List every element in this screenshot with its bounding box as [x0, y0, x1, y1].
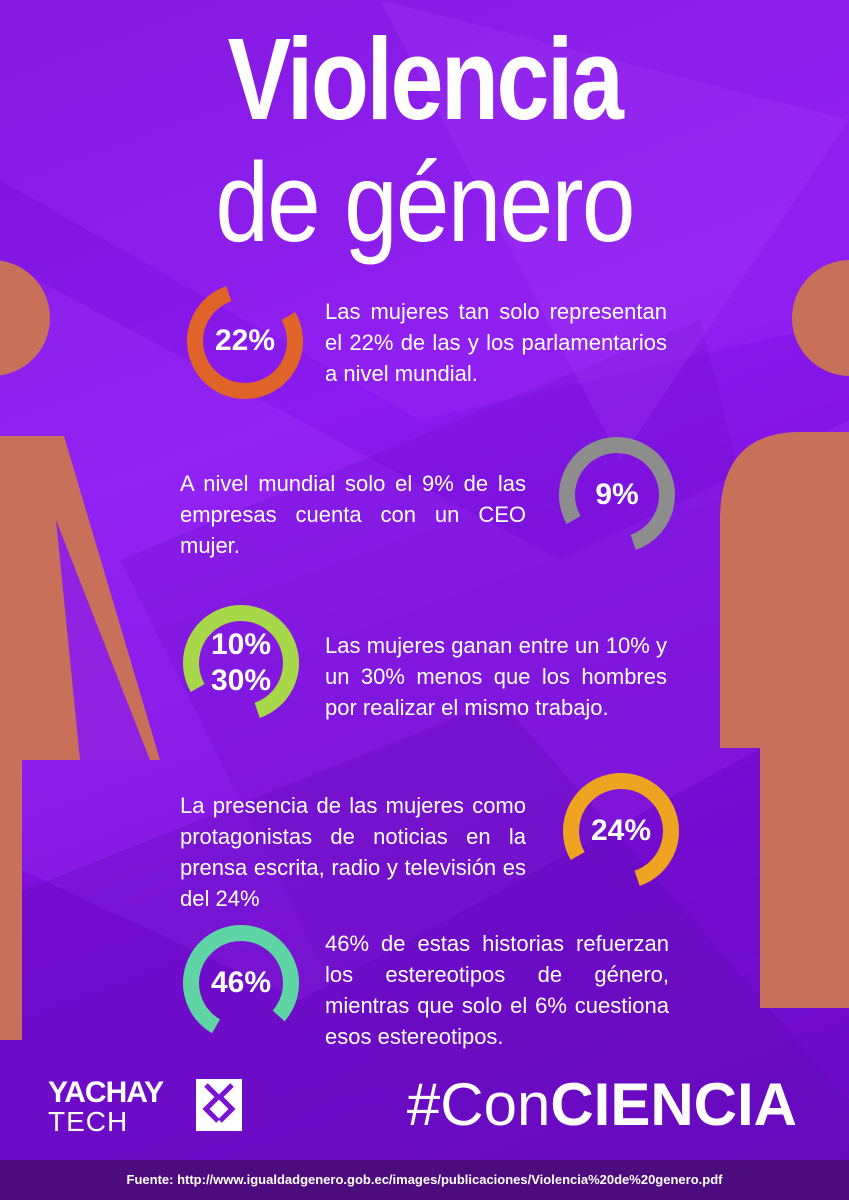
stat-46-text: 46% de estas historias refuerzan los est… — [325, 931, 669, 1049]
footer-band — [0, 1160, 849, 1200]
title-line-2: de género — [215, 140, 635, 265]
stat-46-value: 46% — [210, 966, 272, 999]
ring-chart-icon — [563, 773, 679, 889]
stat-10-30-value: 10% 30% — [176, 598, 306, 728]
stat-22-text: Las mujeres tan solo representan el 22% … — [325, 299, 667, 386]
ring-chart-icon — [183, 925, 300, 1041]
title-line-1: Violencia — [227, 14, 624, 144]
stat-9-value: 9% — [595, 478, 639, 511]
ring-chart-icon — [559, 437, 675, 553]
stat-24-text: La presencia de las mujeres como protago… — [180, 793, 526, 911]
stat-24-ring: 24% — [556, 766, 686, 896]
stat-46-ring: 46% — [176, 918, 306, 1048]
stat-9-text: A nivel mundial solo el 9% de las empres… — [180, 471, 526, 558]
ring-chart-icon — [183, 605, 300, 721]
hashtag-conciencia: #ConCIENCIA — [407, 1070, 797, 1139]
male-figure-icon — [720, 260, 849, 1008]
stat-22-ring: 22% — [180, 276, 310, 406]
hashtag-bold: CIENCIA — [550, 1071, 797, 1138]
logo-tech: TECH — [48, 1106, 129, 1137]
source-link[interactable]: Fuente: http://www.igualdadgenero.gob.ec… — [126, 1172, 723, 1187]
stat-24-value: 24% — [590, 814, 652, 847]
hashtag-prefix: #Con — [406, 1071, 551, 1138]
stat-22-value: 22% — [214, 324, 276, 357]
yachay-logo-icon — [196, 1079, 242, 1131]
stat-10-value: 10% — [210, 628, 272, 661]
stat-10-30-text: Las mujeres ganan entre un 10% y un 30% … — [325, 633, 667, 720]
logo-yachay: YACHAY — [48, 1076, 164, 1109]
stat-10-30-ring: 10% 30% — [176, 598, 306, 728]
stat-30-value: 30% — [210, 664, 272, 697]
stat-9-ring: 9% — [552, 430, 682, 560]
ring-chart-icon — [187, 283, 303, 399]
